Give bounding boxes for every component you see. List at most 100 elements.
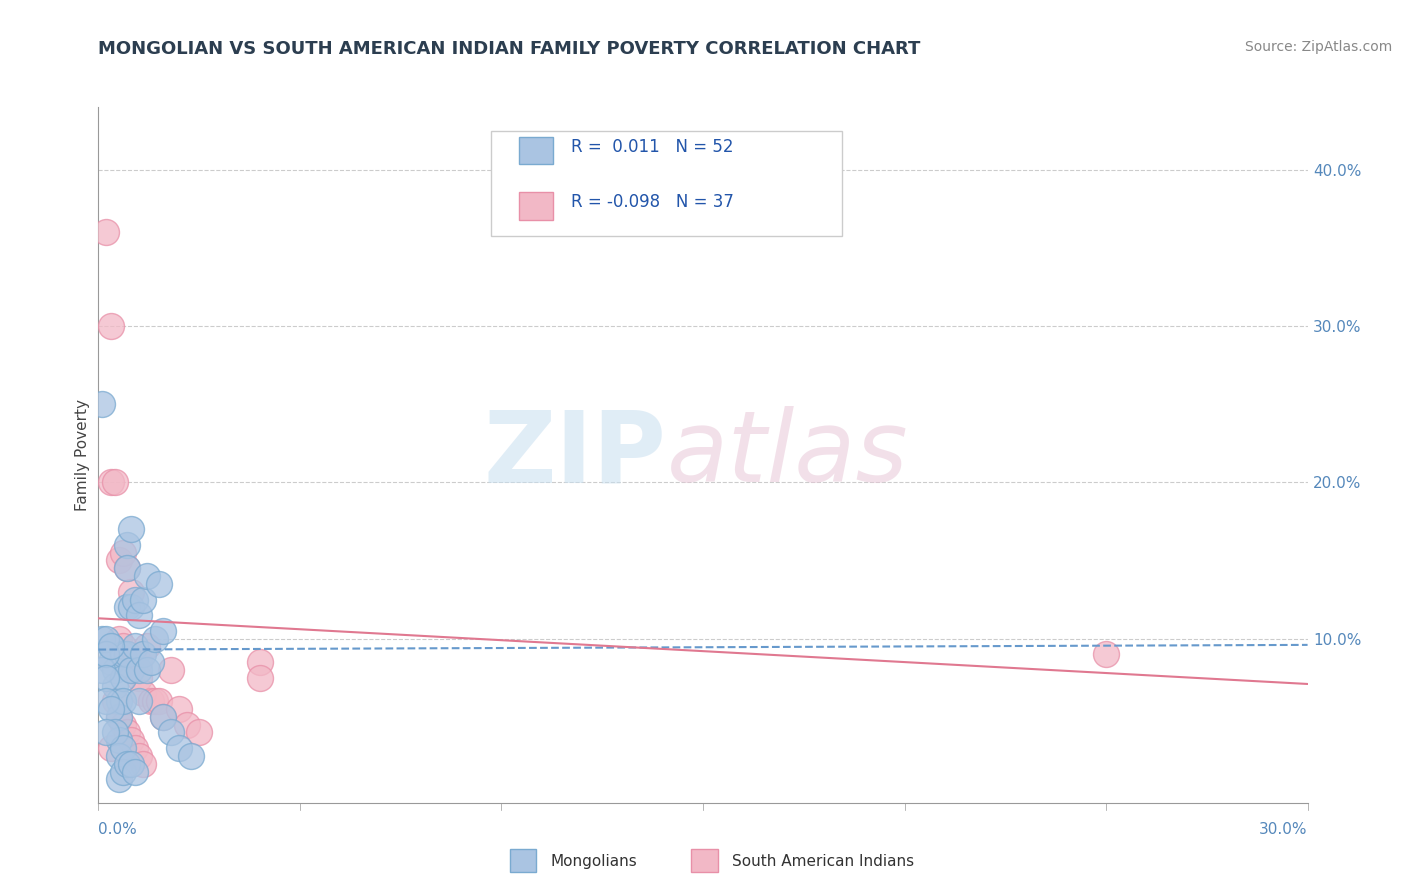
Point: [115, 725, 138, 739]
Point: [139, 694, 162, 708]
Point: [120, 733, 142, 747]
Point: [143, 694, 166, 708]
Point: [249, 671, 271, 685]
Text: R = -0.098   N = 37: R = -0.098 N = 37: [571, 194, 734, 211]
Point: [180, 748, 202, 763]
Point: [111, 764, 134, 779]
FancyBboxPatch shape: [519, 136, 553, 164]
Point: [128, 671, 150, 685]
Point: [124, 592, 146, 607]
Point: [100, 702, 122, 716]
Point: [135, 569, 157, 583]
Point: [132, 756, 155, 771]
Point: [100, 318, 122, 333]
Point: [107, 632, 129, 646]
Point: [100, 640, 122, 654]
Point: [107, 710, 129, 724]
Text: 0.0%: 0.0%: [98, 822, 138, 837]
Point: [100, 741, 122, 756]
Point: [115, 561, 138, 575]
Point: [96, 225, 118, 239]
Point: [120, 663, 142, 677]
Text: Source: ZipAtlas.com: Source: ZipAtlas.com: [1244, 40, 1392, 54]
Point: [135, 640, 157, 654]
Point: [148, 577, 170, 591]
Point: [124, 655, 146, 669]
Text: ZIP: ZIP: [484, 407, 666, 503]
Point: [111, 741, 134, 756]
Point: [128, 608, 150, 623]
Point: [167, 741, 190, 756]
Text: South American Indians: South American Indians: [733, 855, 914, 870]
Point: [111, 640, 134, 654]
Point: [100, 655, 122, 669]
Point: [100, 475, 122, 490]
Point: [96, 725, 118, 739]
Point: [103, 694, 125, 708]
Point: [107, 694, 129, 708]
FancyBboxPatch shape: [509, 849, 536, 872]
Point: [152, 624, 174, 638]
Point: [111, 717, 134, 731]
Point: [111, 647, 134, 661]
Point: [103, 475, 125, 490]
Point: [124, 764, 146, 779]
Point: [176, 717, 198, 731]
Text: 30.0%: 30.0%: [1260, 822, 1308, 837]
Point: [160, 663, 183, 677]
Point: [115, 647, 138, 661]
Point: [188, 725, 211, 739]
Point: [120, 600, 142, 615]
Point: [107, 733, 129, 747]
Point: [152, 710, 174, 724]
Point: [128, 663, 150, 677]
Text: R =  0.011   N = 52: R = 0.011 N = 52: [571, 137, 734, 155]
Point: [103, 725, 125, 739]
Point: [143, 632, 166, 646]
Point: [132, 647, 155, 661]
Point: [107, 553, 129, 567]
Point: [96, 694, 118, 708]
Point: [91, 397, 114, 411]
Point: [120, 522, 142, 536]
Point: [148, 694, 170, 708]
Point: [115, 647, 138, 661]
Point: [107, 748, 129, 763]
Point: [132, 592, 155, 607]
Point: [120, 584, 142, 599]
Point: [103, 679, 125, 693]
Point: [120, 663, 142, 677]
Point: [152, 710, 174, 724]
Point: [160, 725, 183, 739]
Point: [111, 671, 134, 685]
Point: [115, 756, 138, 771]
Point: [1095, 647, 1118, 661]
Point: [111, 546, 134, 560]
Point: [124, 741, 146, 756]
Point: [135, 663, 157, 677]
Point: [96, 671, 118, 685]
Text: Mongolians: Mongolians: [551, 855, 637, 870]
Y-axis label: Family Poverty: Family Poverty: [75, 399, 90, 511]
Point: [115, 561, 138, 575]
Text: atlas: atlas: [666, 407, 908, 503]
Point: [128, 694, 150, 708]
Point: [100, 640, 122, 654]
Point: [115, 538, 138, 552]
FancyBboxPatch shape: [519, 193, 553, 219]
FancyBboxPatch shape: [690, 849, 717, 872]
Point: [132, 686, 155, 700]
FancyBboxPatch shape: [492, 131, 842, 235]
Point: [107, 772, 129, 787]
Point: [139, 655, 162, 669]
Text: MONGOLIAN VS SOUTH AMERICAN INDIAN FAMILY POVERTY CORRELATION CHART: MONGOLIAN VS SOUTH AMERICAN INDIAN FAMIL…: [98, 40, 921, 58]
Point: [96, 632, 118, 646]
Point: [167, 702, 190, 716]
Point: [91, 663, 114, 677]
Point: [103, 663, 125, 677]
Point: [128, 655, 150, 669]
Point: [111, 694, 134, 708]
Point: [91, 632, 114, 646]
Point: [120, 756, 142, 771]
Point: [107, 710, 129, 724]
